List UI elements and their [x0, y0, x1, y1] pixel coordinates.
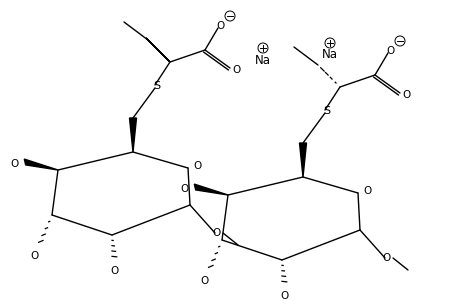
Text: Na: Na: [254, 53, 270, 67]
Text: O: O: [180, 184, 189, 194]
Text: O: O: [201, 276, 209, 286]
Text: O: O: [402, 90, 410, 100]
Text: O: O: [213, 228, 221, 238]
Polygon shape: [299, 143, 306, 177]
Text: O: O: [111, 266, 119, 276]
Polygon shape: [146, 38, 170, 62]
Text: O: O: [31, 251, 39, 261]
Text: O: O: [11, 159, 19, 169]
Text: O: O: [363, 186, 371, 196]
Text: Na: Na: [321, 49, 337, 62]
Text: O: O: [193, 161, 202, 171]
Text: O: O: [386, 46, 394, 56]
Text: O: O: [280, 291, 289, 300]
Polygon shape: [194, 184, 228, 195]
Text: O: O: [382, 253, 390, 263]
Text: O: O: [232, 65, 241, 75]
Polygon shape: [129, 118, 136, 152]
Text: S: S: [323, 106, 330, 116]
Polygon shape: [24, 159, 58, 170]
Text: O: O: [216, 21, 224, 31]
Text: S: S: [153, 81, 160, 91]
